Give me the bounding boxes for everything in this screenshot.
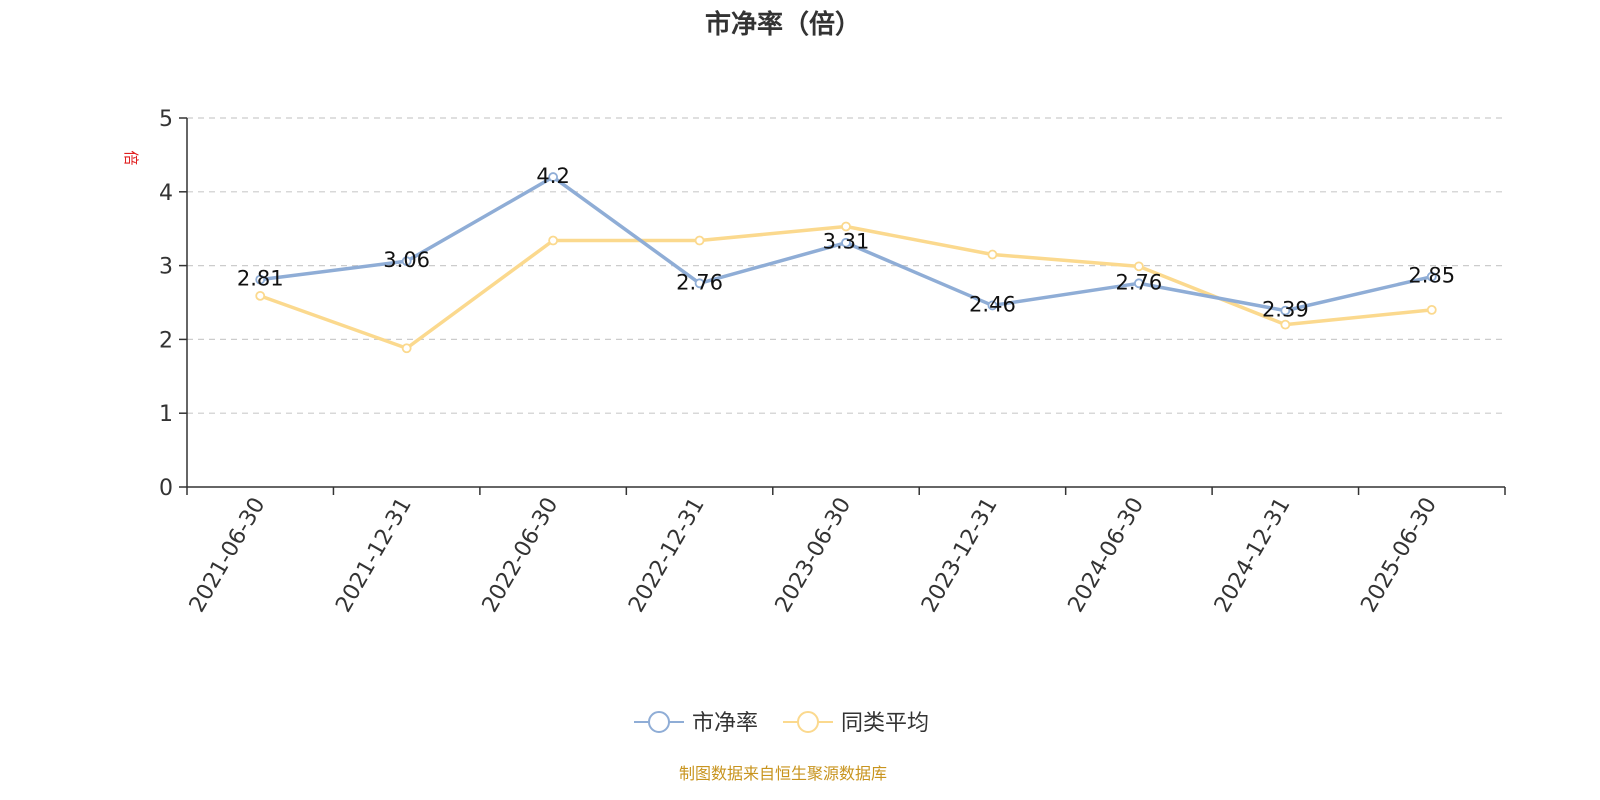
x-tick-label: 2024-06-30 xyxy=(1064,494,1150,617)
data-label: 4.2 xyxy=(536,164,569,188)
source-note: 制图数据来自恒生聚源数据库 xyxy=(679,764,887,783)
data-label: 2.81 xyxy=(237,267,284,291)
x-tick-label: 2022-06-30 xyxy=(478,494,564,617)
legend-item[interactable]: 同类平均 xyxy=(783,711,929,736)
series-point[interactable] xyxy=(841,237,851,248)
series-layer xyxy=(255,172,1437,354)
legend[interactable]: 市净率 同类平均 xyxy=(634,711,929,736)
x-tick-label: 2023-06-30 xyxy=(771,494,857,617)
data-label: 2.85 xyxy=(1408,264,1455,288)
series-point[interactable] xyxy=(987,249,998,260)
data-label: 2.39 xyxy=(1262,298,1309,322)
series-point[interactable] xyxy=(1133,278,1144,289)
legend-item[interactable]: 市净率 xyxy=(634,711,758,736)
data-labels: 2.81 3.06 4.2 2.76 3.31 2.46 2.76 2.39 2.85 xyxy=(237,164,1455,322)
chart-title: 市净率（倍） xyxy=(705,9,861,40)
legend-label: 同类平均 xyxy=(841,711,929,736)
series-point[interactable] xyxy=(255,290,266,301)
data-label: 2.76 xyxy=(1116,270,1163,294)
x-tick-label: 2024-12-31 xyxy=(1210,494,1296,617)
series-point[interactable] xyxy=(255,274,266,285)
legend-marker xyxy=(797,711,819,733)
y-tick-label: 5 xyxy=(159,107,173,132)
series-point[interactable] xyxy=(548,235,559,246)
y-tick-label: 1 xyxy=(159,402,173,427)
x-tick-label: 2021-06-30 xyxy=(185,494,271,617)
series-point[interactable] xyxy=(1426,304,1437,315)
series-point[interactable] xyxy=(401,343,412,354)
data-label: 2.76 xyxy=(676,270,723,294)
y-tick-label: 0 xyxy=(159,476,173,501)
legend-marker xyxy=(648,711,670,733)
series-point[interactable] xyxy=(694,235,705,246)
data-label: 2.46 xyxy=(969,292,1016,316)
axes: 0 1 2 3 4 5 2021-06-30 2021-12-31 2022-06-30 2022… xyxy=(159,107,1506,617)
series-point[interactable] xyxy=(987,300,998,311)
data-label: 3.31 xyxy=(823,230,870,254)
data-label: 3.06 xyxy=(383,248,430,272)
x-tick-label: 2025-06-30 xyxy=(1356,494,1442,617)
series-point[interactable] xyxy=(841,221,851,232)
series-point[interactable] xyxy=(1426,271,1437,282)
y-tick-label: 4 xyxy=(159,181,173,206)
series-point[interactable] xyxy=(1280,319,1291,330)
series-point[interactable] xyxy=(1133,261,1144,272)
y-axis-label: 倍 xyxy=(122,150,140,165)
y-tick-label: 2 xyxy=(159,328,173,353)
series-point[interactable] xyxy=(694,278,705,289)
series-point[interactable] xyxy=(401,256,412,267)
x-tick-label: 2022-12-31 xyxy=(624,494,710,617)
series-point[interactable] xyxy=(1280,305,1291,316)
x-tick-label: 2023-12-31 xyxy=(917,494,1003,617)
y-tick-label: 3 xyxy=(159,255,173,280)
legend-label: 市净率 xyxy=(692,711,758,736)
series-point[interactable] xyxy=(548,172,559,182)
x-tick-label: 2021-12-31 xyxy=(331,493,417,616)
